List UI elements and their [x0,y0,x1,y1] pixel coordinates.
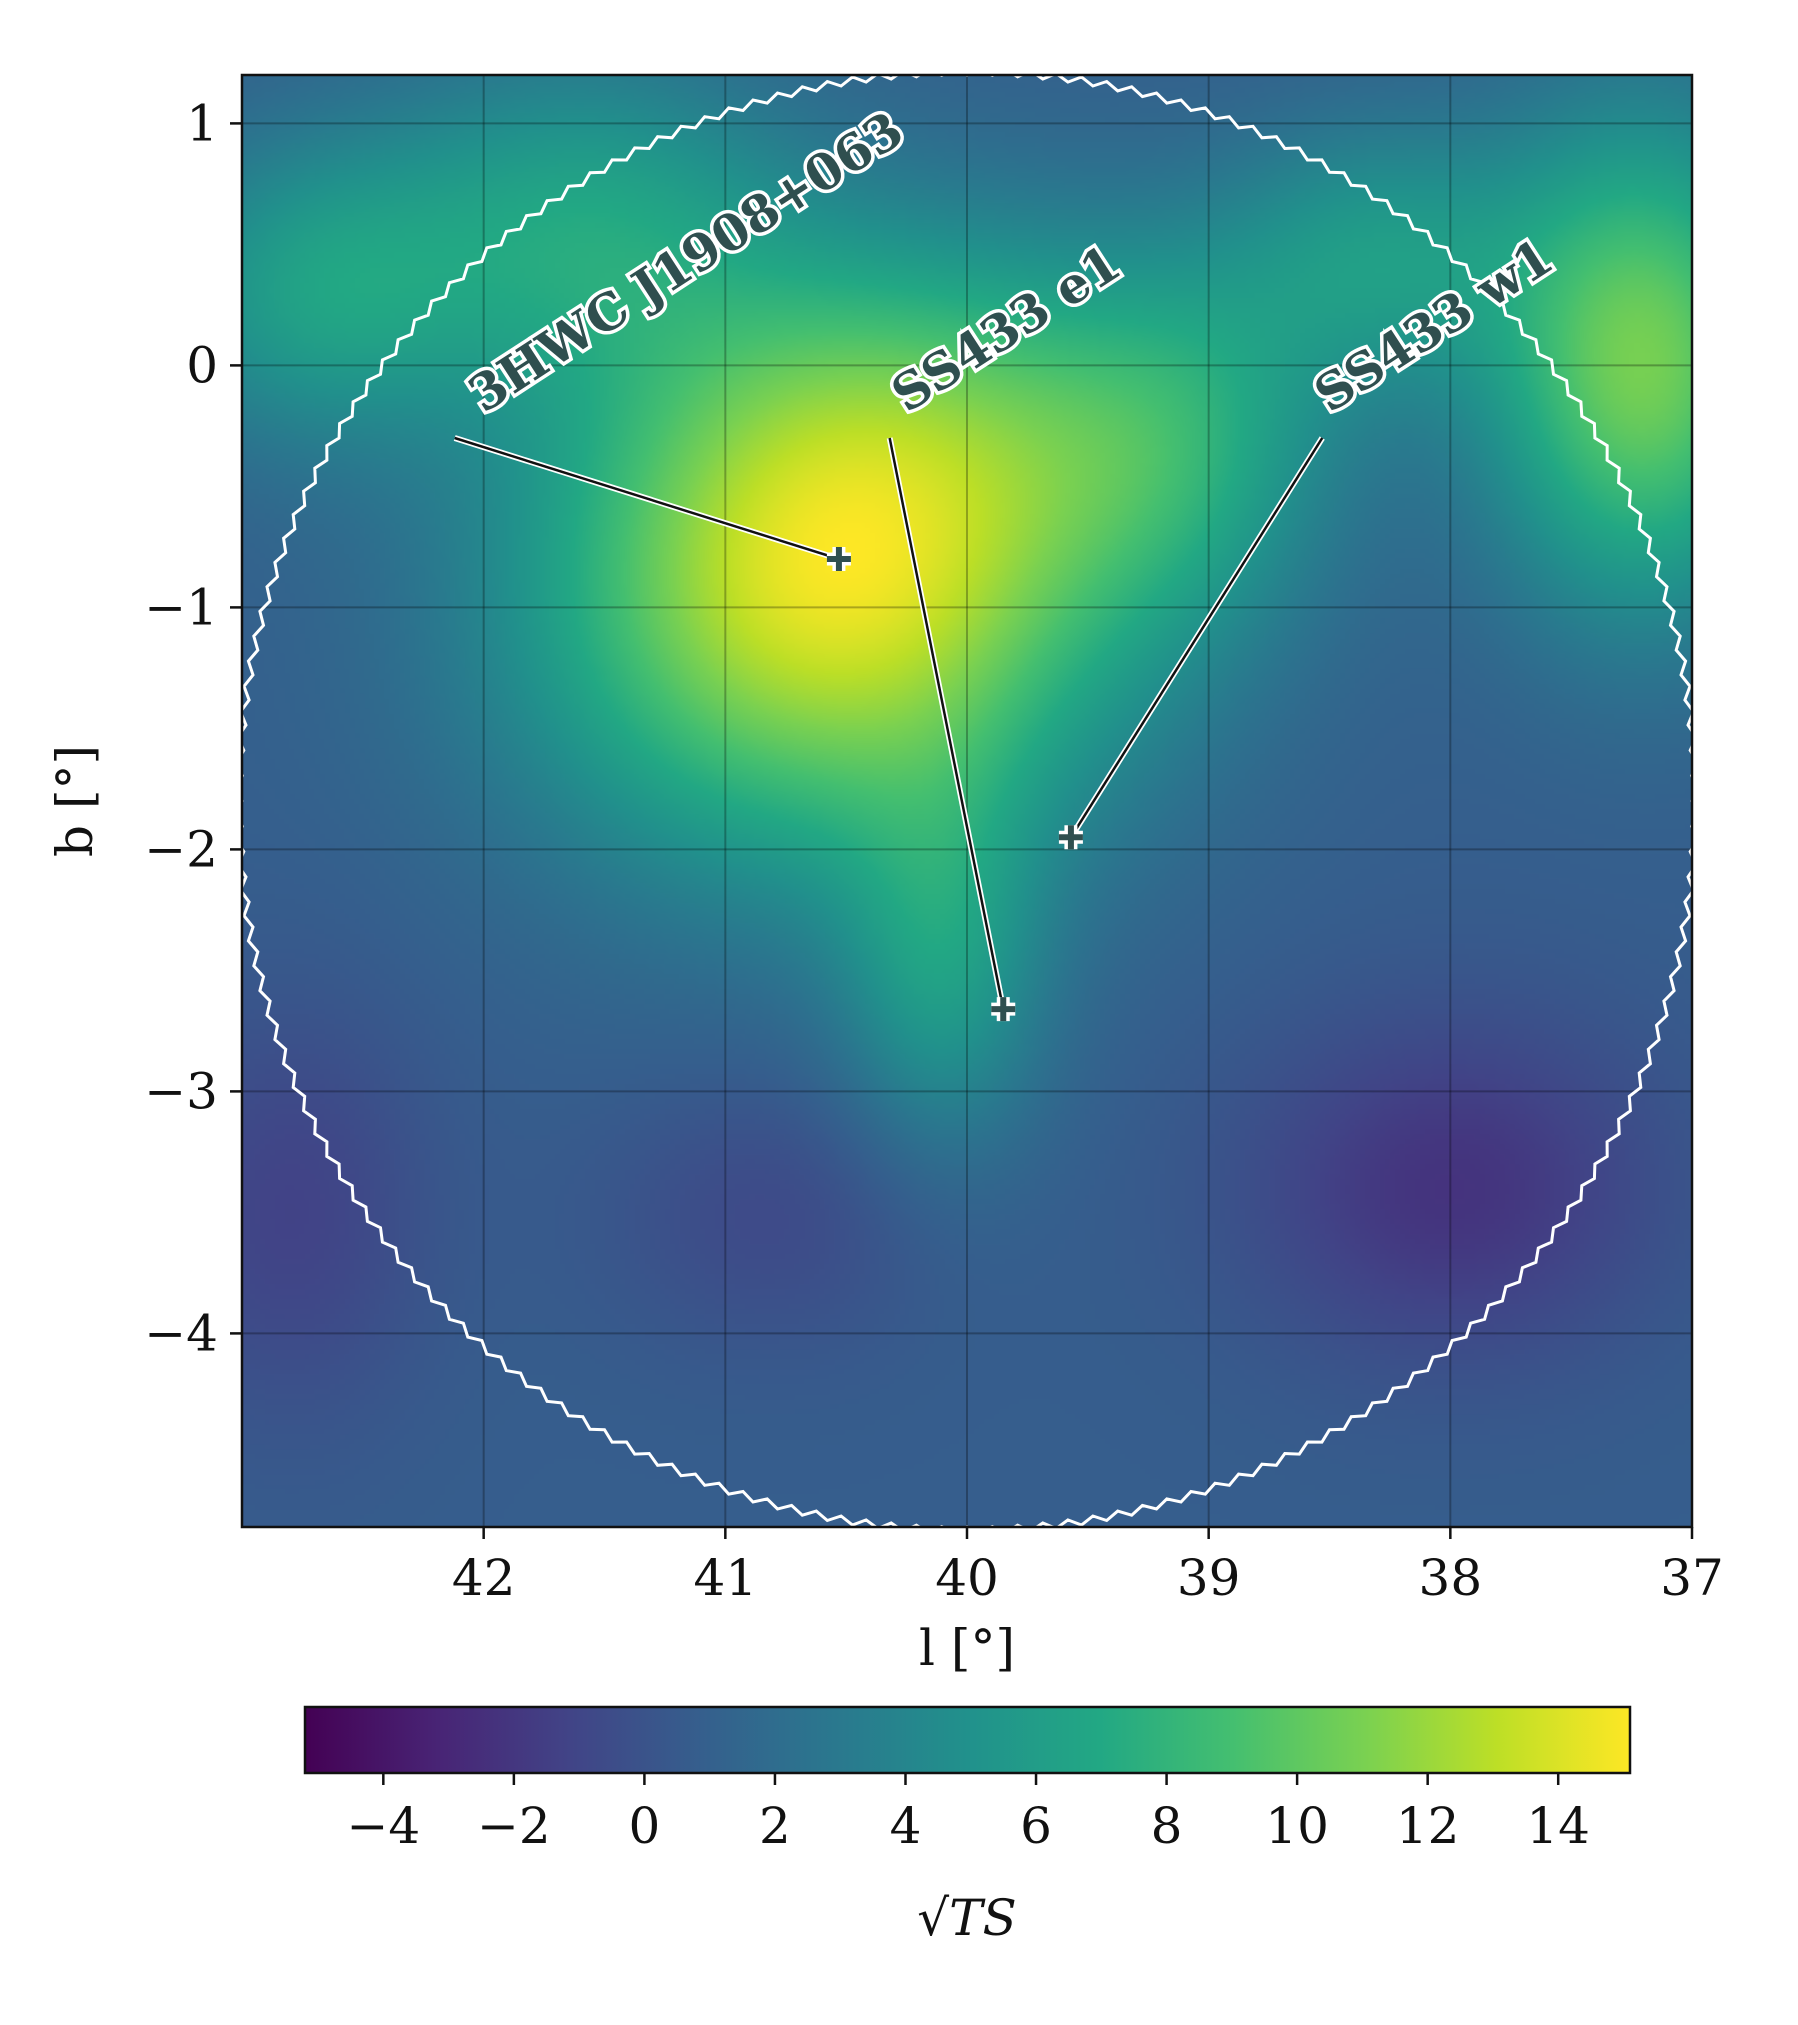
colorbar-tick-label: 8 [1151,1797,1183,1855]
colorbar-tick-label: −4 [346,1797,420,1855]
source-marker [991,997,1016,1022]
colorbar-tick-label: 2 [759,1797,791,1855]
roi-boundary [242,75,1692,1527]
leader-line [454,436,840,561]
x-tick-label: 38 [1419,1549,1483,1607]
colorbar-tick-label: 6 [1020,1797,1052,1855]
x-tick-label: 37 [1660,1549,1724,1607]
x-axis-label: l [°] [919,1619,1015,1677]
colorbar-tick-label: 10 [1265,1797,1329,1855]
colorbar: −4 −2 0 2 4 6 8 10 12 14 √TS [303,1705,1632,1947]
colorbar-tick-label: 4 [890,1797,922,1855]
grid-lines [242,75,1692,1527]
x-axis-ticks: 42 41 40 39 38 37 [452,1527,1724,1607]
leader-lines [453,435,1325,1010]
colorbar-tick-label: 14 [1526,1797,1590,1855]
colorbar-ticks: −4 −2 0 2 4 6 8 10 12 14 [346,1773,1590,1855]
significance-heatmap [242,75,1692,1527]
colorbar-gradient [303,1705,1632,1775]
colorbar-tick-label: 12 [1396,1797,1460,1855]
source-marker [826,547,851,571]
y-tick-label: −2 [144,820,218,878]
colorbar-label: √TS [917,1889,1016,1947]
y-tick-label: −4 [144,1304,218,1362]
y-tick-label: −3 [144,1062,218,1120]
leader-line [888,437,1005,1010]
leader-line [1069,437,1324,838]
y-axis-ticks: 1 0 −1 −2 −3 −4 [144,94,242,1362]
y-tick-label: 0 [186,336,218,394]
y-axis-label: b [°] [46,745,104,857]
x-tick-label: 39 [1177,1549,1241,1607]
source-marker [1058,825,1083,850]
x-tick-label: 41 [694,1549,758,1607]
source-markers [826,547,1083,1022]
y-tick-label: −1 [144,578,218,636]
y-tick-label: 1 [186,94,218,152]
colorbar-tick-label: −2 [477,1797,551,1855]
x-tick-label: 42 [452,1549,516,1607]
x-tick-label: 40 [935,1549,999,1607]
colorbar-tick-label: 0 [629,1797,661,1855]
